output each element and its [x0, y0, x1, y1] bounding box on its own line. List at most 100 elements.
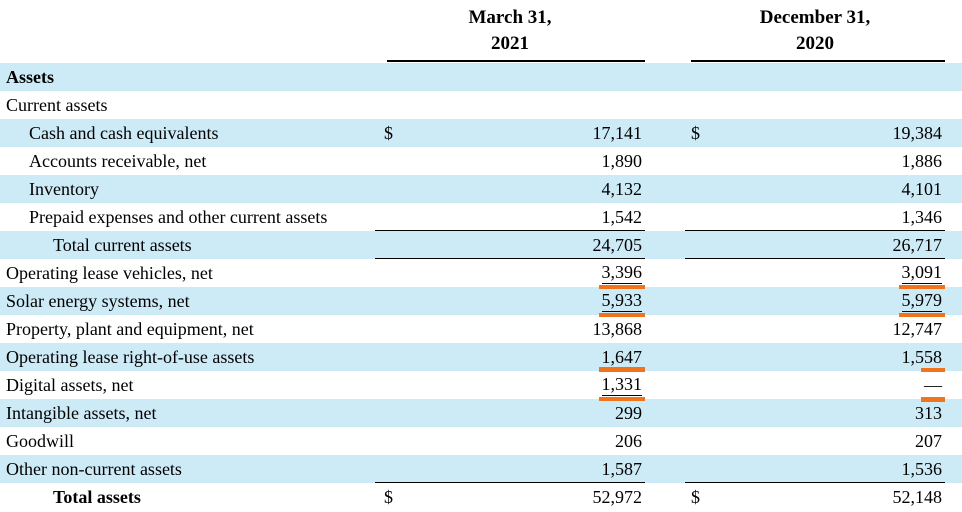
- column-header-line2: 2021: [491, 33, 529, 54]
- row-label: Digital assets, net: [6, 374, 134, 395]
- cell-value: 206: [615, 430, 642, 451]
- row-label: Total current assets: [53, 234, 192, 255]
- row-label: Intangible assets, net: [6, 402, 157, 423]
- cell-value: 5,979: [898, 290, 945, 317]
- cell-value: 1,536: [901, 458, 943, 479]
- cell-value: 52,148: [892, 486, 943, 507]
- column-header-line1: December 31,: [759, 7, 871, 28]
- value-cell: 3,091: [685, 259, 945, 289]
- cell-value: 3,396: [598, 262, 645, 289]
- row-label: Total assets: [53, 486, 141, 507]
- header-rule: [387, 60, 645, 62]
- right-margin: [945, 0, 962, 63]
- value-cell: 206: [375, 427, 645, 455]
- table-row: Operating lease vehicles, net 3,396 3,091: [0, 259, 962, 289]
- column-header-line1: March 31,: [468, 7, 552, 28]
- value-cell: 313: [685, 399, 945, 427]
- header-spacer: [0, 0, 375, 63]
- row-label: Cash and cash equivalents: [29, 122, 219, 143]
- value-cell: $17,141: [375, 119, 645, 147]
- column-header-period-1: March 31, 2021: [375, 0, 645, 63]
- cell-value: 1,886: [901, 150, 943, 171]
- row-label: Solar energy systems, net: [6, 290, 190, 311]
- row-label: Prepaid expenses and other current asset…: [29, 206, 328, 227]
- rows: Assets Current assets Cash and cash equiva…: [0, 63, 962, 511]
- cell-value: 17,141: [592, 122, 643, 143]
- cell-value: 1,890: [601, 150, 643, 171]
- table-row: Cash and cash equivalents $17,141 $19,384: [0, 119, 962, 147]
- row-label: Current assets: [6, 94, 108, 115]
- table-row: Accounts receivable, net 1,890 1,886: [0, 147, 962, 175]
- cell-value: 24,705: [592, 234, 643, 255]
- row-label: Assets: [6, 66, 54, 87]
- cell-value: 1,331: [598, 367, 645, 401]
- cell-value: 13,868: [592, 318, 643, 339]
- cell-value: 1,587: [601, 458, 643, 479]
- value-cell: 13,868: [375, 315, 645, 343]
- value-cell: [685, 63, 945, 91]
- table-row: Assets: [0, 63, 962, 91]
- value-cell: [685, 91, 945, 119]
- value-cell: 24,705: [375, 231, 645, 259]
- value-cell: [375, 91, 645, 119]
- header-rule: [691, 60, 945, 62]
- value-cell: 1,886: [685, 147, 945, 175]
- value-cell: 1,647: [375, 343, 645, 371]
- cell-value: 313: [915, 402, 942, 423]
- cell-value: 52,972: [592, 486, 643, 507]
- value-cell: $52,148: [685, 483, 945, 511]
- value-cell: 1,890: [375, 147, 645, 175]
- table-row: Operating lease right-of-use assets 1,647…: [0, 343, 962, 371]
- value-cell: 1,558: [685, 343, 945, 371]
- cell-value: 26,717: [892, 234, 943, 255]
- value-cell: 26,717: [685, 231, 945, 259]
- cell-value: 12,747: [892, 318, 943, 339]
- table-row: Intangible assets, net 299 313: [0, 399, 962, 427]
- cell-value: 4,132: [601, 178, 643, 199]
- row-label: Other non-current assets: [6, 458, 182, 479]
- value-cell: —: [685, 367, 945, 402]
- table-row: Goodwill 206 207: [0, 427, 962, 455]
- value-cell: 12,747: [685, 315, 945, 343]
- row-label: Accounts receivable, net: [29, 150, 207, 171]
- column-header-line2: 2020: [796, 33, 834, 54]
- value-cell: 1,587: [375, 455, 645, 483]
- value-cell: $52,972: [375, 483, 645, 511]
- currency-symbol: $: [384, 122, 393, 143]
- table-row: Digital assets, net 1,331 —: [0, 367, 962, 402]
- row-label: Operating lease vehicles, net: [6, 262, 213, 283]
- cell-value: 1,346: [901, 206, 943, 227]
- value-cell: 1,542: [375, 203, 645, 231]
- table-row: Solar energy systems, net 5,933 5,979: [0, 287, 962, 317]
- value-cell: 1,536: [685, 455, 945, 483]
- value-cell: [375, 63, 645, 91]
- cell-value: 1,558: [901, 346, 943, 367]
- table-row: Property, plant and equipment, net 13,868…: [0, 315, 962, 343]
- value-cell: 3,396: [375, 259, 645, 289]
- table-row: Inventory 4,132 4,101: [0, 175, 962, 203]
- cell-value: 1,647: [601, 346, 643, 367]
- currency-symbol: $: [384, 486, 393, 507]
- row-label: Operating lease right-of-use assets: [6, 346, 255, 367]
- currency-symbol: $: [691, 486, 700, 507]
- row-label: Goodwill: [6, 430, 75, 451]
- cell-value: 299: [615, 402, 642, 423]
- cell-value: 3,091: [898, 262, 945, 289]
- value-cell: 5,979: [685, 287, 945, 317]
- row-label: Inventory: [29, 178, 99, 199]
- value-cell: 4,101: [685, 175, 945, 203]
- cell-value: 4,101: [901, 178, 943, 199]
- value-cell: 1,331: [375, 367, 645, 401]
- table-row: Prepaid expenses and other current asset…: [0, 203, 962, 231]
- cell-value: —: [921, 367, 945, 402]
- column-header-period-2: December 31, 2020: [685, 0, 945, 63]
- table-row: Total current assets 24,705 26,717: [0, 231, 962, 259]
- value-cell: 4,132: [375, 175, 645, 203]
- value-cell: 207: [685, 427, 945, 455]
- cell-value: 1,542: [601, 206, 643, 227]
- cell-value: 207: [915, 430, 942, 451]
- value-cell: 299: [375, 399, 645, 427]
- cell-value: 19,384: [892, 122, 943, 143]
- value-cell: $19,384: [685, 119, 945, 147]
- table-header: March 31, 2021 December 31, 2020: [0, 0, 962, 63]
